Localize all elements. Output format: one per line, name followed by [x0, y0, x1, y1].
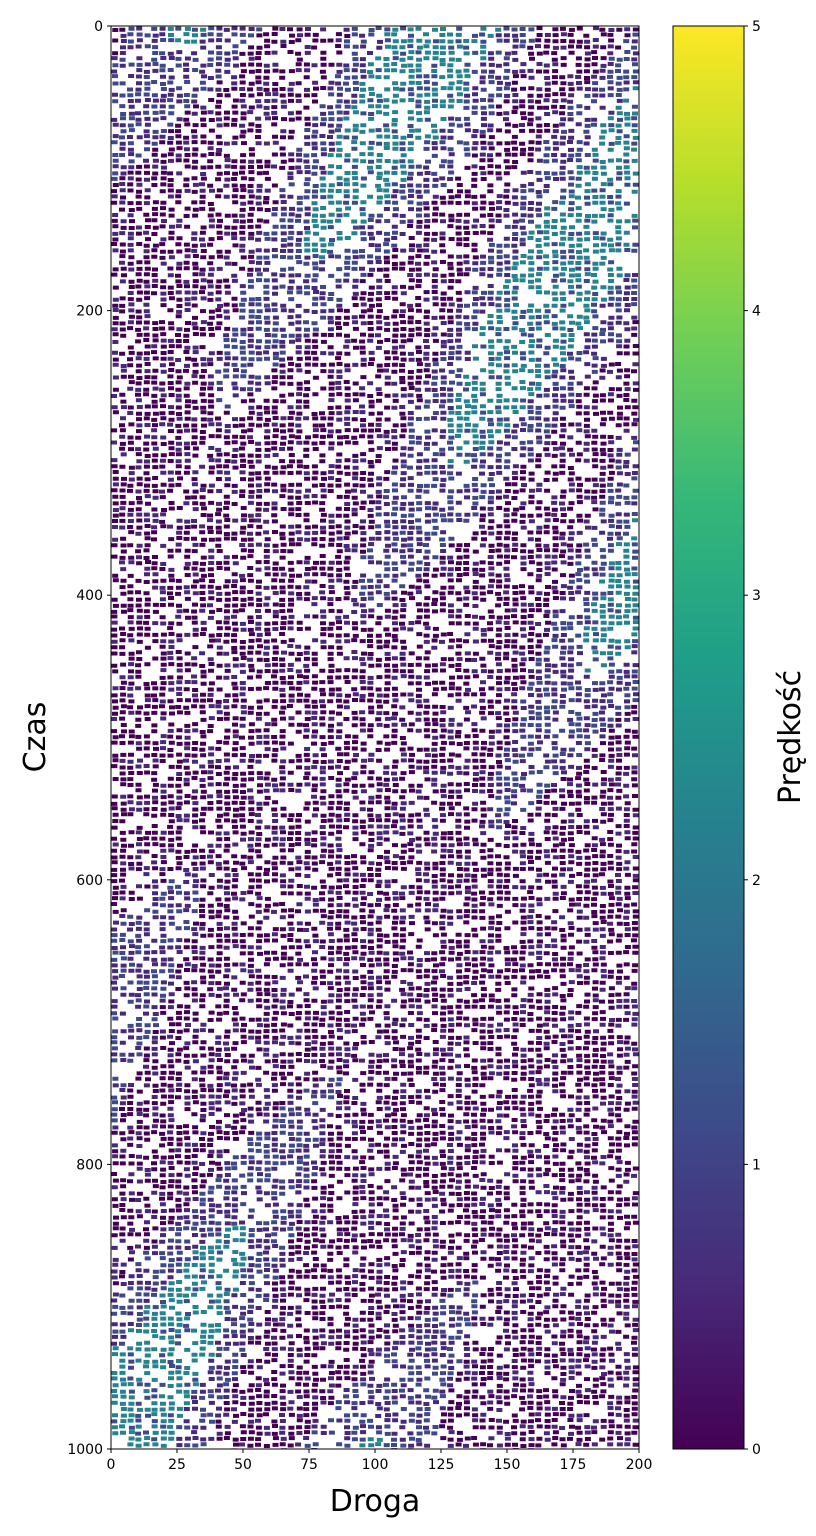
speed-points-3	[111, 26, 639, 1448]
colorbar-tick-label: 3	[752, 588, 761, 604]
x-tick-label: 100	[362, 1457, 389, 1473]
plot-area	[110, 25, 640, 1450]
colorbar-tick-label: 2	[752, 873, 761, 889]
x-tick-label: 50	[234, 1457, 252, 1473]
x-tick-label: 0	[107, 1457, 116, 1473]
y-tick-label: 800	[76, 1157, 103, 1173]
colorbar-tick-label: 1	[752, 1157, 761, 1173]
x-axis: 0 25 50 75 100 125 150 175 200	[107, 1449, 653, 1473]
x-tick-label: 25	[168, 1457, 186, 1473]
speed-points-2	[111, 26, 639, 1449]
colorbar-tick-label: 4	[752, 304, 761, 320]
colorbar-ticks: 0 1 2 3 4 5	[744, 19, 761, 1458]
colorbar-tick-label: 0	[752, 1442, 761, 1458]
y-axis: 0 200 400 600 800 1000	[67, 19, 111, 1458]
speed-points-1	[111, 26, 639, 1449]
colorbar: 0 1 2 3 4 5 Prędkość	[672, 19, 808, 1458]
x-tick-label: 200	[626, 1457, 653, 1473]
x-tick-label: 75	[300, 1457, 318, 1473]
y-axis-label: Czas	[18, 702, 53, 773]
x-axis-label: Droga	[330, 1484, 421, 1519]
colorbar-gradient	[673, 26, 744, 1449]
x-tick-label: 150	[494, 1457, 521, 1473]
y-tick-label: 400	[76, 588, 103, 604]
y-tick-label: 200	[76, 304, 103, 320]
colorbar-label: Prędkość	[773, 670, 808, 804]
y-tick-label: 0	[94, 19, 103, 35]
y-tick-label: 600	[76, 873, 103, 889]
scatter-points	[111, 26, 639, 1449]
colorbar-frame	[672, 25, 745, 1450]
y-tick-label: 1000	[67, 1442, 103, 1458]
x-tick-label: 125	[428, 1457, 455, 1473]
plot-background	[111, 26, 639, 1449]
x-tick-label: 175	[560, 1457, 587, 1473]
colorbar-tick-label: 5	[752, 19, 761, 35]
